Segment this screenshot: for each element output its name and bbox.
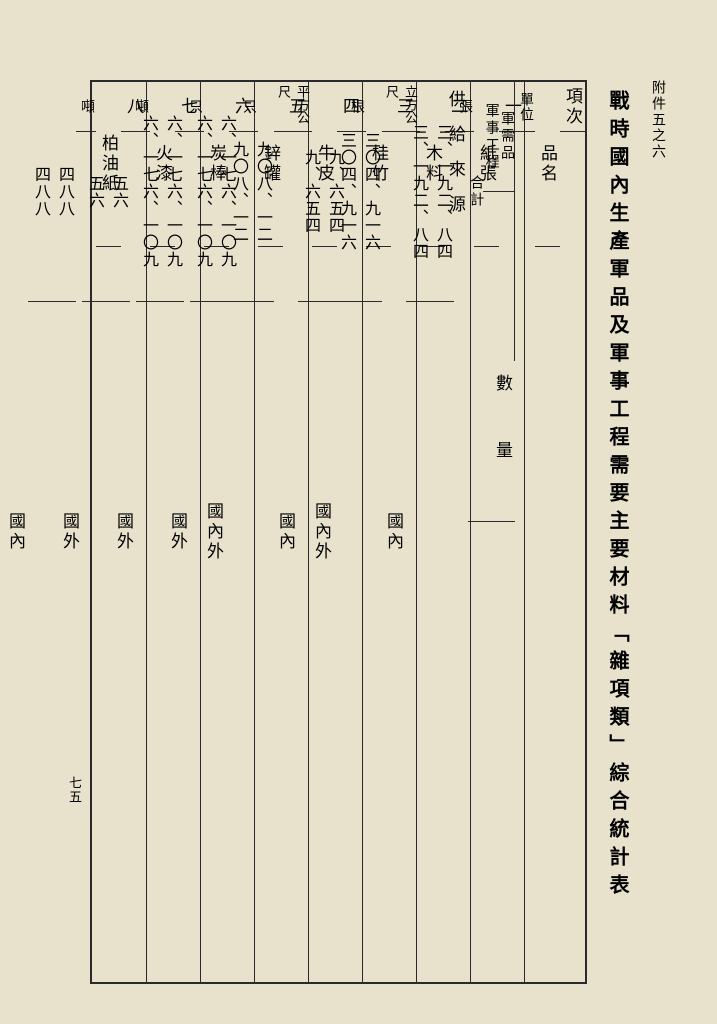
hdr-qty-c: 合計 <box>468 82 483 302</box>
hdr-name: 品名 <box>535 82 560 247</box>
c1-total: 三、一九二、八四 <box>406 82 430 302</box>
c5-src: 國外 <box>165 82 190 982</box>
page-title: 戰時國內生產軍品及軍事工程需要主要材料「雜項類」綜合統計表 <box>592 85 632 975</box>
hdr-itemno: 項次 <box>560 82 585 132</box>
hdr-qty: 數量 <box>490 361 515 521</box>
c2-qtya: 三〇四、九一六 <box>358 82 382 302</box>
c6-src: 國外 <box>111 82 136 982</box>
c3-src: 國內 <box>273 82 298 982</box>
c6-total: 六、一七六、一〇九 <box>136 82 160 302</box>
c2-src: 國內外 <box>309 82 334 982</box>
hdr-source: 供給來源 <box>443 82 468 982</box>
c4-qtya: 九〇八、一二 <box>250 82 274 302</box>
c8-src: 國內 <box>3 82 28 982</box>
appendix-label: 附件五之六 <box>647 80 667 160</box>
hdr-qty-b: 軍事工程 <box>483 82 498 192</box>
c4-src: 國內外 <box>201 82 226 982</box>
c4-total: 九〇八、一二 <box>226 82 250 302</box>
hdr-qty-a: 軍需品 <box>499 82 514 192</box>
c7-total: 五六 <box>82 82 106 302</box>
stat-table: 項次 品名 單位 數量 軍需品 軍事工程 合計 供給來源 一 紙張 張 三、一九… <box>90 80 587 984</box>
c8-total: 四八八 <box>28 82 52 302</box>
c1-src: 國內 <box>381 82 406 982</box>
c7-src: 國外 <box>57 82 82 982</box>
header-column: 項次 品名 單位 數量 軍需品 軍事工程 合計 供給來源 <box>525 82 585 982</box>
hdr-unit: 單位 <box>515 82 535 132</box>
c2-total: 三〇四、九一六 <box>334 82 358 302</box>
